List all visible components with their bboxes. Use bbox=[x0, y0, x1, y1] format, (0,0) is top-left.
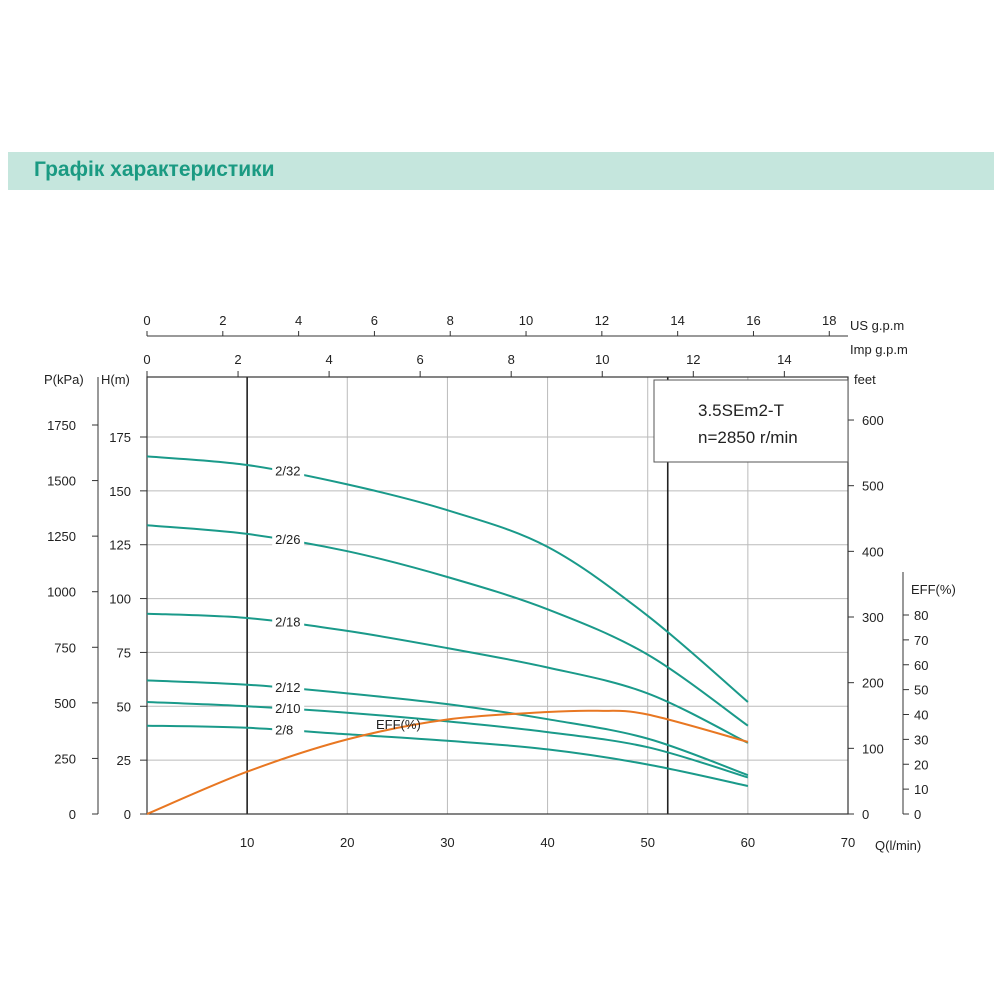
feet-tick-label: 400 bbox=[862, 544, 884, 559]
eff-tick-label: 60 bbox=[914, 658, 928, 673]
feet-tick-label: 500 bbox=[862, 479, 884, 494]
series-label-bg bbox=[272, 721, 305, 738]
us-gpm-tick-label: 8 bbox=[447, 313, 454, 328]
us-gpm-tick-label: 4 bbox=[295, 313, 302, 328]
x-tick-label: 40 bbox=[540, 835, 554, 850]
imp-gpm-tick-label: 12 bbox=[686, 352, 700, 367]
head-tick-label: 100 bbox=[109, 592, 131, 607]
x-tick-label: 70 bbox=[841, 835, 855, 850]
series-label: 2/18 bbox=[275, 615, 300, 630]
pressure-tick-label: 250 bbox=[54, 751, 76, 766]
header-band: Графік характеристики bbox=[8, 152, 994, 190]
eff-tick-label: 40 bbox=[914, 708, 928, 723]
pressure-tick-label: 1750 bbox=[47, 418, 76, 433]
eff-tick-label: 0 bbox=[914, 807, 921, 822]
series-label: 2/26 bbox=[275, 532, 300, 547]
eff-tick-label: 80 bbox=[914, 608, 928, 623]
imp-gpm-tick-label: 10 bbox=[595, 352, 609, 367]
series-label: 2/32 bbox=[275, 463, 300, 478]
pressure-tick-label: 1250 bbox=[47, 529, 76, 544]
speed-label: n=2850 r/min bbox=[698, 428, 798, 447]
us-gpm-tick-label: 18 bbox=[822, 313, 836, 328]
head-axis-label: H(m) bbox=[101, 372, 130, 387]
series-label: 2/8 bbox=[275, 723, 293, 738]
series-label: 2/10 bbox=[275, 701, 300, 716]
feet-tick-label: 300 bbox=[862, 610, 884, 625]
efficiency-curve-label: EFF(%) bbox=[376, 717, 421, 732]
feet-tick-label: 600 bbox=[862, 413, 884, 428]
pressure-tick-label: 750 bbox=[54, 640, 76, 655]
eff-axis-label: EFF(%) bbox=[911, 582, 956, 597]
imp-gpm-tick-label: 8 bbox=[508, 352, 515, 367]
imp-gpm-tick-label: 0 bbox=[143, 352, 150, 367]
head-curve-2-8 bbox=[146, 724, 749, 787]
chart-axes bbox=[92, 331, 909, 815]
us-gpm-tick-label: 6 bbox=[371, 313, 378, 328]
model-info-box: 3.5SEm2-T n=2850 r/min bbox=[653, 379, 849, 463]
feet-tick-label: 0 bbox=[862, 807, 869, 822]
head-curve-2-26 bbox=[146, 524, 749, 727]
head-tick-label: 175 bbox=[109, 430, 131, 445]
series-label: 2/12 bbox=[275, 680, 300, 695]
feet-tick-label: 200 bbox=[862, 676, 884, 691]
head-tick-label: 50 bbox=[117, 699, 131, 714]
us-gpm-tick-label: 10 bbox=[519, 313, 533, 328]
head-tick-label: 150 bbox=[109, 484, 131, 499]
plot-frame bbox=[146, 376, 849, 815]
us-gpm-tick-label: 14 bbox=[670, 313, 684, 328]
series-label-bg bbox=[272, 462, 305, 479]
x-axis-label: Q(l/min) bbox=[875, 838, 921, 853]
us-gpm-axis-label: US g.p.m bbox=[850, 318, 904, 333]
chart-tick-labels: 10 20 30 40 50 60 70 Q(l/min)025507510012515017… bbox=[44, 313, 956, 853]
pressure-tick-label: 1000 bbox=[47, 585, 76, 600]
head-curve-2-10 bbox=[146, 701, 749, 779]
series-label-bg bbox=[272, 679, 305, 696]
pressure-axis-label: P(kPa) bbox=[44, 372, 84, 387]
eff-tick-label: 30 bbox=[914, 732, 928, 747]
eff-tick-label: 20 bbox=[914, 757, 928, 772]
eff-tick-label: 70 bbox=[914, 633, 928, 648]
head-tick-label: 0 bbox=[124, 807, 131, 822]
pressure-tick-label: 500 bbox=[54, 696, 76, 711]
pressure-tick-label: 0 bbox=[69, 807, 76, 822]
feet-tick-label: 100 bbox=[862, 741, 884, 756]
eff-tick-label: 10 bbox=[914, 782, 928, 797]
imp-gpm-tick-label: 4 bbox=[325, 352, 332, 367]
imp-gpm-tick-label: 2 bbox=[234, 352, 241, 367]
head-tick-label: 75 bbox=[117, 645, 131, 660]
series-label-bg bbox=[272, 530, 305, 547]
x-tick-label: 60 bbox=[741, 835, 755, 850]
model-label: 3.5SEm2-T bbox=[698, 401, 784, 420]
eff-tick-label: 50 bbox=[914, 683, 928, 698]
x-tick-label: 50 bbox=[640, 835, 654, 850]
page-title: Графік характеристики bbox=[34, 158, 275, 181]
us-gpm-tick-label: 0 bbox=[143, 313, 150, 328]
x-tick-label: 20 bbox=[340, 835, 354, 850]
pressure-tick-label: 1500 bbox=[47, 474, 76, 489]
x-tick-label: 10 bbox=[240, 835, 254, 850]
series-label-bg bbox=[272, 700, 305, 717]
imp-gpm-axis-label: Imp g.p.m bbox=[850, 342, 908, 357]
series-label-bg bbox=[272, 613, 305, 630]
head-tick-label: 125 bbox=[109, 538, 131, 553]
head-curve-2-32 bbox=[146, 455, 749, 703]
feet-axis-label: feet bbox=[854, 372, 876, 387]
efficiency-curve bbox=[146, 709, 749, 815]
head-curve-2-18 bbox=[146, 612, 749, 744]
chart-series: 2/32 2/26 2/18 2/12 2/10 2/8 EFF(%) bbox=[146, 455, 749, 815]
imp-gpm-tick-label: 14 bbox=[777, 352, 791, 367]
imp-gpm-tick-label: 6 bbox=[417, 352, 424, 367]
us-gpm-tick-label: 12 bbox=[595, 313, 609, 328]
head-curve-2-12 bbox=[146, 679, 749, 777]
head-tick-label: 25 bbox=[117, 753, 131, 768]
x-tick-label: 30 bbox=[440, 835, 454, 850]
us-gpm-tick-label: 2 bbox=[219, 313, 226, 328]
us-gpm-tick-label: 16 bbox=[746, 313, 760, 328]
